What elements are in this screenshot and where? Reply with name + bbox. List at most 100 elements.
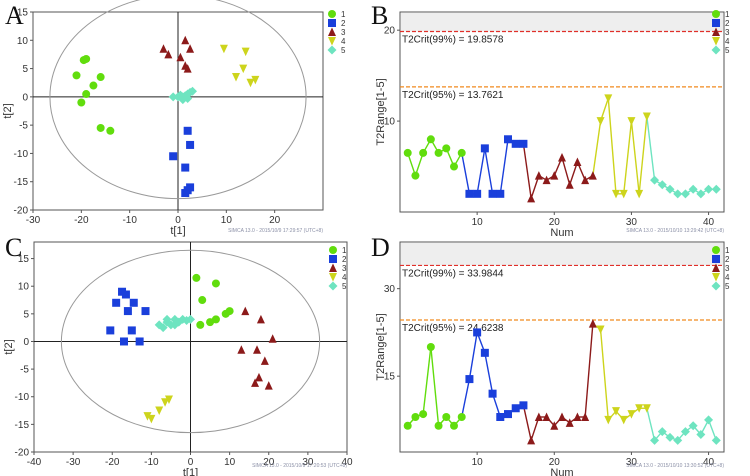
data-point [183,126,192,135]
data-point [673,189,683,199]
data-point [565,180,574,189]
legend-label: 3 [725,28,730,37]
x-tick-label: 10 [224,457,236,468]
line-segment [407,152,417,176]
data-point [181,61,190,70]
data-point [688,184,698,194]
data-point [680,427,690,437]
hotelling-ellipse [49,0,307,200]
y-tick-label: 15 [18,254,30,265]
x-tick-label: 30 [626,457,638,468]
data-point [127,326,136,335]
y-tick-label: -10 [15,392,30,403]
legend-label: 4 [341,37,346,46]
line-segment [584,323,594,418]
data-point [635,189,644,199]
data-point [565,418,574,427]
data-point [665,184,675,194]
line-segment [707,419,717,441]
line-segment [607,98,617,194]
x-tick-label: 0 [175,215,181,226]
legend-marker-3 [712,27,720,36]
y-tick-label: -15 [14,177,29,188]
critical-label: T2Crit(95%) = 13.7621 [402,90,504,101]
data-point [604,415,613,425]
data-point [192,273,201,282]
data-point [181,163,190,172]
data-point [96,73,105,82]
data-point [657,180,667,190]
data-point [442,144,451,153]
series-2 [106,287,150,346]
data-point [496,413,505,421]
data-point [465,189,474,198]
panel-letter: A [5,1,24,30]
legend-marker-5 [711,281,721,291]
y-axis-title: T2Range[1-5] [375,78,387,145]
data-point [688,421,698,431]
data-point [457,413,466,421]
data-point [488,389,497,398]
legend-marker-3 [712,263,720,272]
data-point [480,348,489,357]
timestamp: SIMCA 13.0 - 2015/10/10 13:30:52 (UTC+8) [626,463,724,469]
line-segment [630,121,640,194]
line-segment [638,116,648,194]
x-axis-title: Num [550,467,573,476]
y-tick-label: 20 [384,26,396,37]
line-segment [468,332,478,380]
data-point [642,112,651,122]
data-point [619,415,628,425]
data-point [89,81,98,90]
legend-label: 4 [725,273,730,282]
y-tick-label: -5 [19,121,28,132]
x-tick-label: 20 [549,457,561,468]
line-segment [522,143,532,199]
data-point [665,432,675,442]
legend-label: 1 [725,10,730,19]
data-point [426,135,435,144]
data-point [119,337,128,346]
data-point [627,410,636,419]
data-point [239,64,248,74]
series-5 [154,314,195,333]
data-point [268,334,277,343]
data-point [504,410,512,419]
x-tick-label: -40 [27,457,42,468]
data-point [141,307,150,316]
data-point [232,73,240,82]
critical-label: T2Crit(99%) = 19.8578 [402,34,504,45]
line-segment [599,329,609,420]
data-point [680,189,690,199]
series-3 [527,152,597,203]
legend-marker-1 [712,10,720,18]
data-point [704,415,714,425]
data-point [612,189,620,199]
data-point [403,148,412,157]
data-point [237,345,246,354]
y-tick-label: -20 [15,448,30,459]
data-point [198,296,207,305]
series-5 [168,86,197,105]
series-4 [596,94,651,199]
x-axis-title: t[1] [170,225,185,237]
y-tick-label: 0 [23,337,29,348]
legend-marker-2 [712,19,720,27]
x-tick-label: -10 [144,457,159,468]
data-point [558,412,566,421]
data-point [527,435,536,445]
data-point [403,421,412,430]
x-tick-label: -20 [105,457,120,468]
data-point [426,343,435,351]
series-1 [403,135,466,180]
data-point [256,314,265,324]
data-point [96,123,105,132]
data-point [650,435,660,445]
x-tick-label: 0 [188,457,194,468]
y-tick-label: 15 [17,8,29,19]
data-point [158,323,168,333]
legend-marker-5 [328,281,338,291]
